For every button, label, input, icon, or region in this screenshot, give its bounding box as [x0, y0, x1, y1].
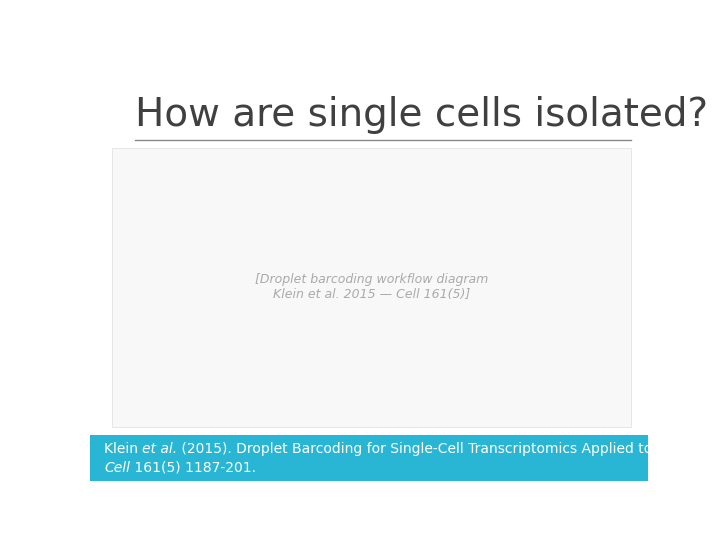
Text: et al.: et al.	[143, 442, 177, 456]
Text: How are single cells isolated?: How are single cells isolated?	[135, 96, 708, 134]
Text: Klein: Klein	[104, 442, 143, 456]
Text: Cell: Cell	[104, 461, 130, 475]
Bar	[90, 435, 648, 481]
Text: (2015). Droplet Barcoding for Single-Cell Transcriptomics Applied to Embryonic S: (2015). Droplet Barcoding for Single-Cel…	[177, 442, 720, 456]
Text: 161(5) 1187-201.: 161(5) 1187-201.	[130, 461, 256, 475]
Bar	[112, 148, 631, 427]
Text: [Droplet barcoding workflow diagram
Klein et al. 2015 — Cell 161(5)]: [Droplet barcoding workflow diagram Klei…	[255, 273, 488, 301]
